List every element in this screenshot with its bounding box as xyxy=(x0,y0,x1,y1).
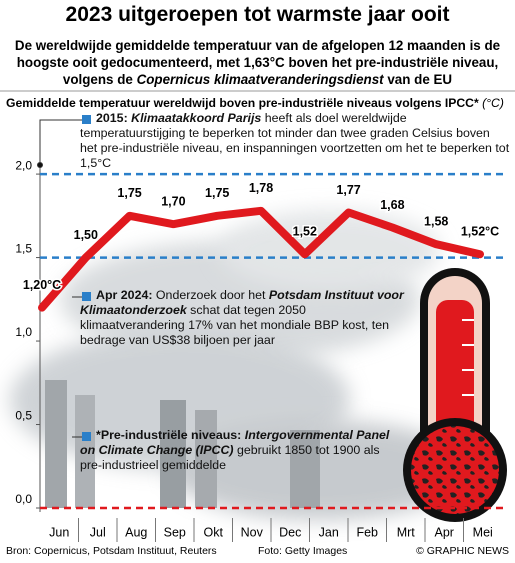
source: Bron: Copernicus, Potsdam Instituut, Reu… xyxy=(6,545,217,557)
annotation: Apr 2024: Onderzoek door het Potsdam Ins… xyxy=(80,288,410,348)
connectors xyxy=(37,119,82,438)
x-tick-label: Mrt xyxy=(397,525,416,539)
x-tick-label: Aug xyxy=(125,525,147,539)
chart-subtitle: Gemiddelde temperatuur wereldwijd boven … xyxy=(6,96,511,110)
text-run: van de EU xyxy=(383,72,453,87)
x-tick-label: Feb xyxy=(356,525,378,539)
text-run: Gemiddelde temperatuur wereldwijd boven … xyxy=(6,96,479,110)
value-label: 1,52 xyxy=(293,225,317,239)
text-run: De wereldwijde gemiddelde temperatuur va… xyxy=(14,38,501,87)
annotation: *Pre-industriële niveaus: Intergovernmen… xyxy=(80,428,400,473)
text-run: Apr 2024: xyxy=(96,288,156,302)
annotation: 2015: Klimaatakkoord Parijs heeft als do… xyxy=(80,111,510,171)
y-tick-label: 0,5 xyxy=(15,409,32,423)
value-label: 1,50 xyxy=(74,228,98,242)
text-run: gebruikt 1850 tot 1900 als pre-industrie… xyxy=(80,443,380,472)
value-label: 1,75 xyxy=(117,186,141,200)
y-tick-label: 1,0 xyxy=(15,325,32,339)
value-label: 1,70 xyxy=(161,194,185,208)
y-tick-label: 0,0 xyxy=(15,492,32,506)
marker xyxy=(82,432,91,441)
value-label: 1,20°C xyxy=(23,278,61,292)
value-label: 1,75 xyxy=(205,186,229,200)
x-tick-label: Okt xyxy=(204,525,224,539)
subtitle: De wereldwijde gemiddelde temperatuur va… xyxy=(6,37,509,88)
x-tick-label: Sep xyxy=(164,525,186,539)
marker xyxy=(82,115,91,124)
text-run: Onderzoek door het xyxy=(155,288,269,302)
text-run: *Pre-industriële niveaus: xyxy=(96,428,245,442)
x-tick-label: Jun xyxy=(49,525,69,539)
text-run: Copernicus klimaatveranderingsdienst xyxy=(136,72,384,87)
value-label: 1,58 xyxy=(424,215,448,229)
y-tick-label: 2,0 xyxy=(15,158,32,172)
text-run: schat dat tegen 2050 klimaatverandering … xyxy=(80,303,390,347)
x-tick-label: Dec xyxy=(279,525,301,539)
x-tick-label: Nov xyxy=(241,525,264,539)
text-run: Klimaatakkoord Parijs xyxy=(131,111,262,125)
text-run: (°C) xyxy=(478,96,504,110)
value-label: 1,68 xyxy=(380,198,404,212)
x-tick-label: Apr xyxy=(435,525,454,539)
y-tick-label: 1,5 xyxy=(15,242,32,256)
thermometer xyxy=(403,268,507,522)
text-run: 2015: xyxy=(96,111,132,125)
data-line xyxy=(38,206,484,312)
x-tick-label: Mei xyxy=(473,525,493,539)
text-run: heeft als doel wereldwijde temperatuurst… xyxy=(80,111,510,170)
text-run: Potsdam Instituut voor Klimaatonderzoek xyxy=(80,288,404,317)
title: 2023 uitgeroepen tot warmste jaar ooit xyxy=(65,3,450,26)
credit: © GRAPHIC NEWS xyxy=(416,545,509,557)
marker xyxy=(82,292,91,301)
smoke-photo xyxy=(10,210,470,520)
value-label: 1,78 xyxy=(249,181,273,195)
photo-credit: Foto: Getty Images xyxy=(258,545,348,557)
value-label: 1,77 xyxy=(336,183,360,197)
x-tick-label: Jan xyxy=(319,525,339,539)
value-label: 1,52°C xyxy=(461,225,499,239)
x-tick-label: Jul xyxy=(90,525,106,539)
text-run: Intergovernmental Panel on Climate Chang… xyxy=(80,428,390,457)
